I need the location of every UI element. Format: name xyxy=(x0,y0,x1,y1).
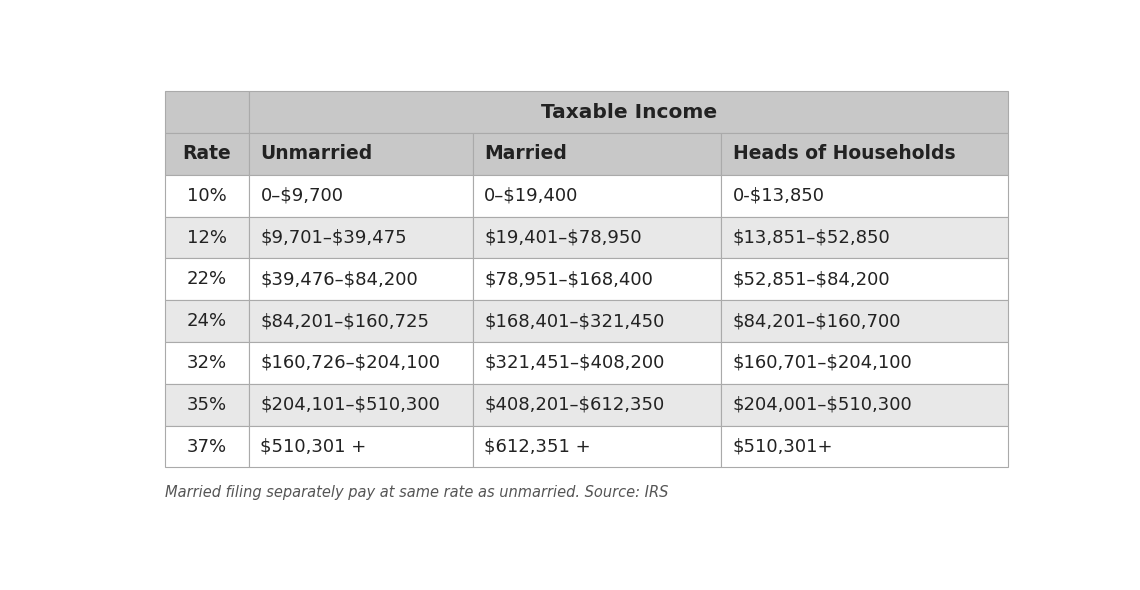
Bar xyxy=(249,258,473,300)
Bar xyxy=(249,425,473,467)
Bar xyxy=(164,342,249,384)
Bar xyxy=(722,384,1008,425)
Text: 37%: 37% xyxy=(187,438,227,455)
Text: \$84,201–\$160,700: \$84,201–\$160,700 xyxy=(733,312,902,330)
Bar xyxy=(164,425,249,467)
Text: 0-\$13,850: 0-\$13,850 xyxy=(733,186,825,205)
Bar xyxy=(249,175,473,217)
Bar xyxy=(249,217,473,258)
Text: \$160,701–\$204,100: \$160,701–\$204,100 xyxy=(733,354,913,372)
Text: \$160,726–\$204,100: \$160,726–\$204,100 xyxy=(260,354,440,372)
Bar xyxy=(164,384,249,425)
Text: 35%: 35% xyxy=(187,396,227,414)
Bar xyxy=(722,217,1008,258)
Text: 10%: 10% xyxy=(187,186,227,205)
Text: Heads of Households: Heads of Households xyxy=(733,145,955,163)
Bar xyxy=(722,133,1008,175)
Text: 22%: 22% xyxy=(187,270,227,289)
Bar xyxy=(473,425,722,467)
Bar xyxy=(473,133,722,175)
Bar xyxy=(164,91,249,133)
Text: \$510,301+: \$510,301+ xyxy=(733,438,833,455)
Bar xyxy=(722,342,1008,384)
Bar xyxy=(473,384,722,425)
Bar xyxy=(249,133,473,175)
Text: 32%: 32% xyxy=(187,354,227,372)
Text: \$78,951–\$168,400: \$78,951–\$168,400 xyxy=(484,270,653,289)
Bar xyxy=(249,300,473,342)
Bar xyxy=(722,425,1008,467)
Bar xyxy=(473,175,722,217)
Text: \$168,401–\$321,450: \$168,401–\$321,450 xyxy=(484,312,665,330)
Text: Married: Married xyxy=(484,145,567,163)
Bar xyxy=(473,300,722,342)
Bar xyxy=(164,175,249,217)
Bar xyxy=(164,217,249,258)
Text: \$612,351 +: \$612,351 + xyxy=(484,438,591,455)
Bar xyxy=(164,133,249,175)
Text: \$13,851–\$52,850: \$13,851–\$52,850 xyxy=(733,228,890,247)
Text: \$321,451–\$408,200: \$321,451–\$408,200 xyxy=(484,354,665,372)
Bar xyxy=(473,258,722,300)
Bar xyxy=(249,342,473,384)
Text: \$9,701–\$39,475: \$9,701–\$39,475 xyxy=(260,228,407,247)
Text: 0–\$9,700: 0–\$9,700 xyxy=(260,186,343,205)
Text: \$510,301 +: \$510,301 + xyxy=(260,438,367,455)
Bar xyxy=(164,300,249,342)
Bar xyxy=(473,342,722,384)
Text: Rate: Rate xyxy=(182,145,231,163)
Bar xyxy=(249,91,1008,133)
Text: 12%: 12% xyxy=(187,228,227,247)
Text: \$52,851–\$84,200: \$52,851–\$84,200 xyxy=(733,270,890,289)
Text: \$19,401–\$78,950: \$19,401–\$78,950 xyxy=(484,228,642,247)
Text: \$39,476–\$84,200: \$39,476–\$84,200 xyxy=(260,270,418,289)
Bar xyxy=(722,175,1008,217)
Bar xyxy=(473,217,722,258)
Text: \$204,101–\$510,300: \$204,101–\$510,300 xyxy=(260,396,440,414)
Bar xyxy=(249,384,473,425)
Bar xyxy=(164,258,249,300)
Text: \$408,201–\$612,350: \$408,201–\$612,350 xyxy=(484,396,665,414)
Text: \$84,201–\$160,725: \$84,201–\$160,725 xyxy=(260,312,430,330)
Bar xyxy=(722,300,1008,342)
Text: 0–\$19,400: 0–\$19,400 xyxy=(484,186,578,205)
Bar xyxy=(722,258,1008,300)
Text: Married filing separately pay at same rate as unmarried. Source: IRS: Married filing separately pay at same ra… xyxy=(164,484,668,500)
Text: \$204,001–\$510,300: \$204,001–\$510,300 xyxy=(733,396,913,414)
Text: 24%: 24% xyxy=(187,312,227,330)
Text: Taxable Income: Taxable Income xyxy=(540,103,717,122)
Text: Unmarried: Unmarried xyxy=(260,145,373,163)
